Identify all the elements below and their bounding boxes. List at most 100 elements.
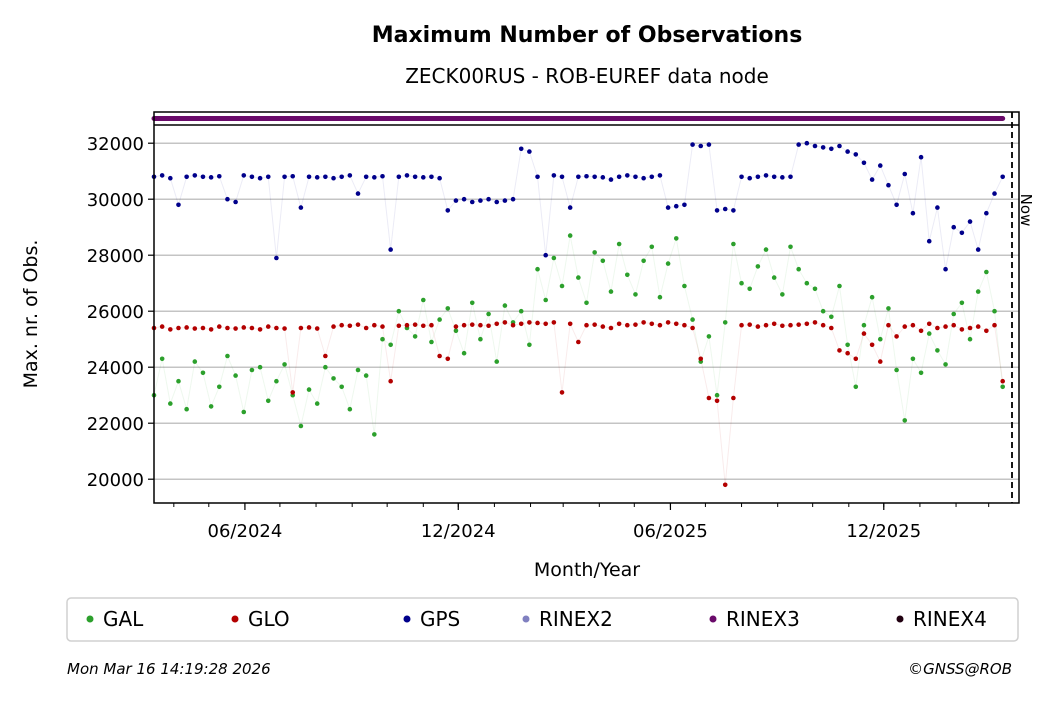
data-point-gal (820, 308, 826, 314)
data-point-glo (771, 321, 777, 327)
data-point-glo (975, 324, 981, 329)
data-point-glo (714, 398, 720, 404)
data-point-gal (347, 406, 353, 412)
data-point-glo (347, 323, 353, 329)
data-point-gal (527, 342, 532, 348)
data-point-glo (731, 395, 736, 401)
data-point-gal (853, 384, 859, 390)
data-point-glo (616, 321, 622, 327)
data-point-glo (763, 322, 769, 328)
data-point-gps (747, 175, 753, 181)
data-point-glo (282, 326, 287, 331)
data-point-gps (967, 219, 973, 224)
data-point-gps (959, 230, 965, 236)
data-point-glo (959, 327, 965, 332)
data-point-glo (584, 322, 589, 328)
data-point-glo (159, 324, 165, 329)
data-point-gps (461, 196, 467, 202)
data-point-glo (690, 325, 695, 331)
data-point-glo (951, 322, 957, 328)
data-point-gal (943, 362, 948, 367)
data-point-gal (984, 269, 989, 275)
data-point-gal (168, 401, 173, 406)
data-point-gps (396, 174, 402, 180)
data-point-glo (404, 322, 410, 328)
data-point-gps (698, 143, 704, 149)
data-point-gal (780, 292, 785, 297)
data-point-gal (747, 286, 753, 292)
data-point-glo (722, 482, 728, 488)
data-point-gps (404, 173, 410, 178)
data-point-glo (747, 322, 753, 327)
data-point-gal (200, 370, 206, 376)
data-point-gps (894, 202, 899, 208)
data-point-glo (323, 353, 328, 359)
data-point-gal (877, 336, 883, 342)
data-point-gps (486, 196, 491, 202)
now-label: Now (1017, 194, 1035, 227)
legend-marker (522, 615, 530, 623)
data-point-gps (314, 175, 320, 180)
data-point-gal (918, 370, 924, 376)
data-point-glo (918, 328, 924, 334)
data-point-glo (812, 320, 818, 325)
data-point-glo (926, 321, 932, 327)
now-marker: Now (1011, 112, 1035, 503)
data-point-gps (176, 202, 181, 208)
data-point-gal (845, 342, 850, 348)
data-point-gal (420, 297, 426, 303)
data-point-gal (363, 373, 369, 378)
data-point-glo (641, 320, 646, 325)
data-point-glo (682, 322, 687, 328)
data-point-gps (910, 210, 916, 216)
data-point-gps (943, 266, 948, 272)
data-point-gps (282, 174, 287, 180)
data-point-gps (714, 208, 720, 213)
data-point-gps (372, 175, 377, 180)
data-point-glo (510, 322, 516, 328)
data-point-glo (894, 334, 899, 339)
data-point-gal (298, 423, 304, 429)
data-point-gal (396, 308, 402, 314)
data-point-gal (902, 418, 908, 423)
legend-marker (709, 615, 717, 623)
data-point-glo (412, 322, 418, 327)
data-point-gps (984, 210, 989, 216)
legend-item-rinex4: RINEX4 (896, 607, 987, 631)
data-point-glo (992, 322, 997, 328)
data-point-gal (518, 308, 524, 314)
data-point-gps (869, 177, 875, 182)
data-point-glo (935, 325, 940, 331)
data-point-gal (176, 378, 181, 384)
data-point-gps (649, 174, 655, 180)
x-tick-label: 12/2025 (846, 521, 921, 542)
data-point-glo (755, 324, 761, 329)
series-line-gal (153, 235, 1004, 435)
data-point-gps (200, 174, 206, 180)
data-point-glo (788, 322, 793, 328)
data-point-gps (877, 163, 883, 168)
data-point-gal (192, 359, 198, 364)
legend-label: GAL (103, 607, 144, 631)
data-point-gps (788, 174, 793, 180)
data-point-gal (633, 292, 638, 297)
data-point-gps (829, 146, 834, 152)
data-point-gps (690, 142, 695, 147)
y-tick-label: 32000 (87, 134, 144, 155)
legend-box (66, 597, 1019, 642)
data-point-gal (478, 336, 483, 342)
data-point-glo (355, 322, 361, 327)
data-point-gps (290, 173, 296, 179)
data-point-gps (429, 174, 434, 180)
data-point-glo (396, 323, 402, 329)
data-point-gal (486, 311, 491, 317)
data-point-glo (518, 321, 524, 327)
data-point-gps (665, 205, 671, 210)
data-point-gal (576, 275, 581, 280)
data-point-glo (665, 320, 671, 325)
data-point-gal (592, 250, 597, 255)
chart-title: Maximum Number of Observations (372, 23, 803, 48)
data-point-gps (951, 224, 957, 230)
data-point-gps (551, 173, 557, 178)
